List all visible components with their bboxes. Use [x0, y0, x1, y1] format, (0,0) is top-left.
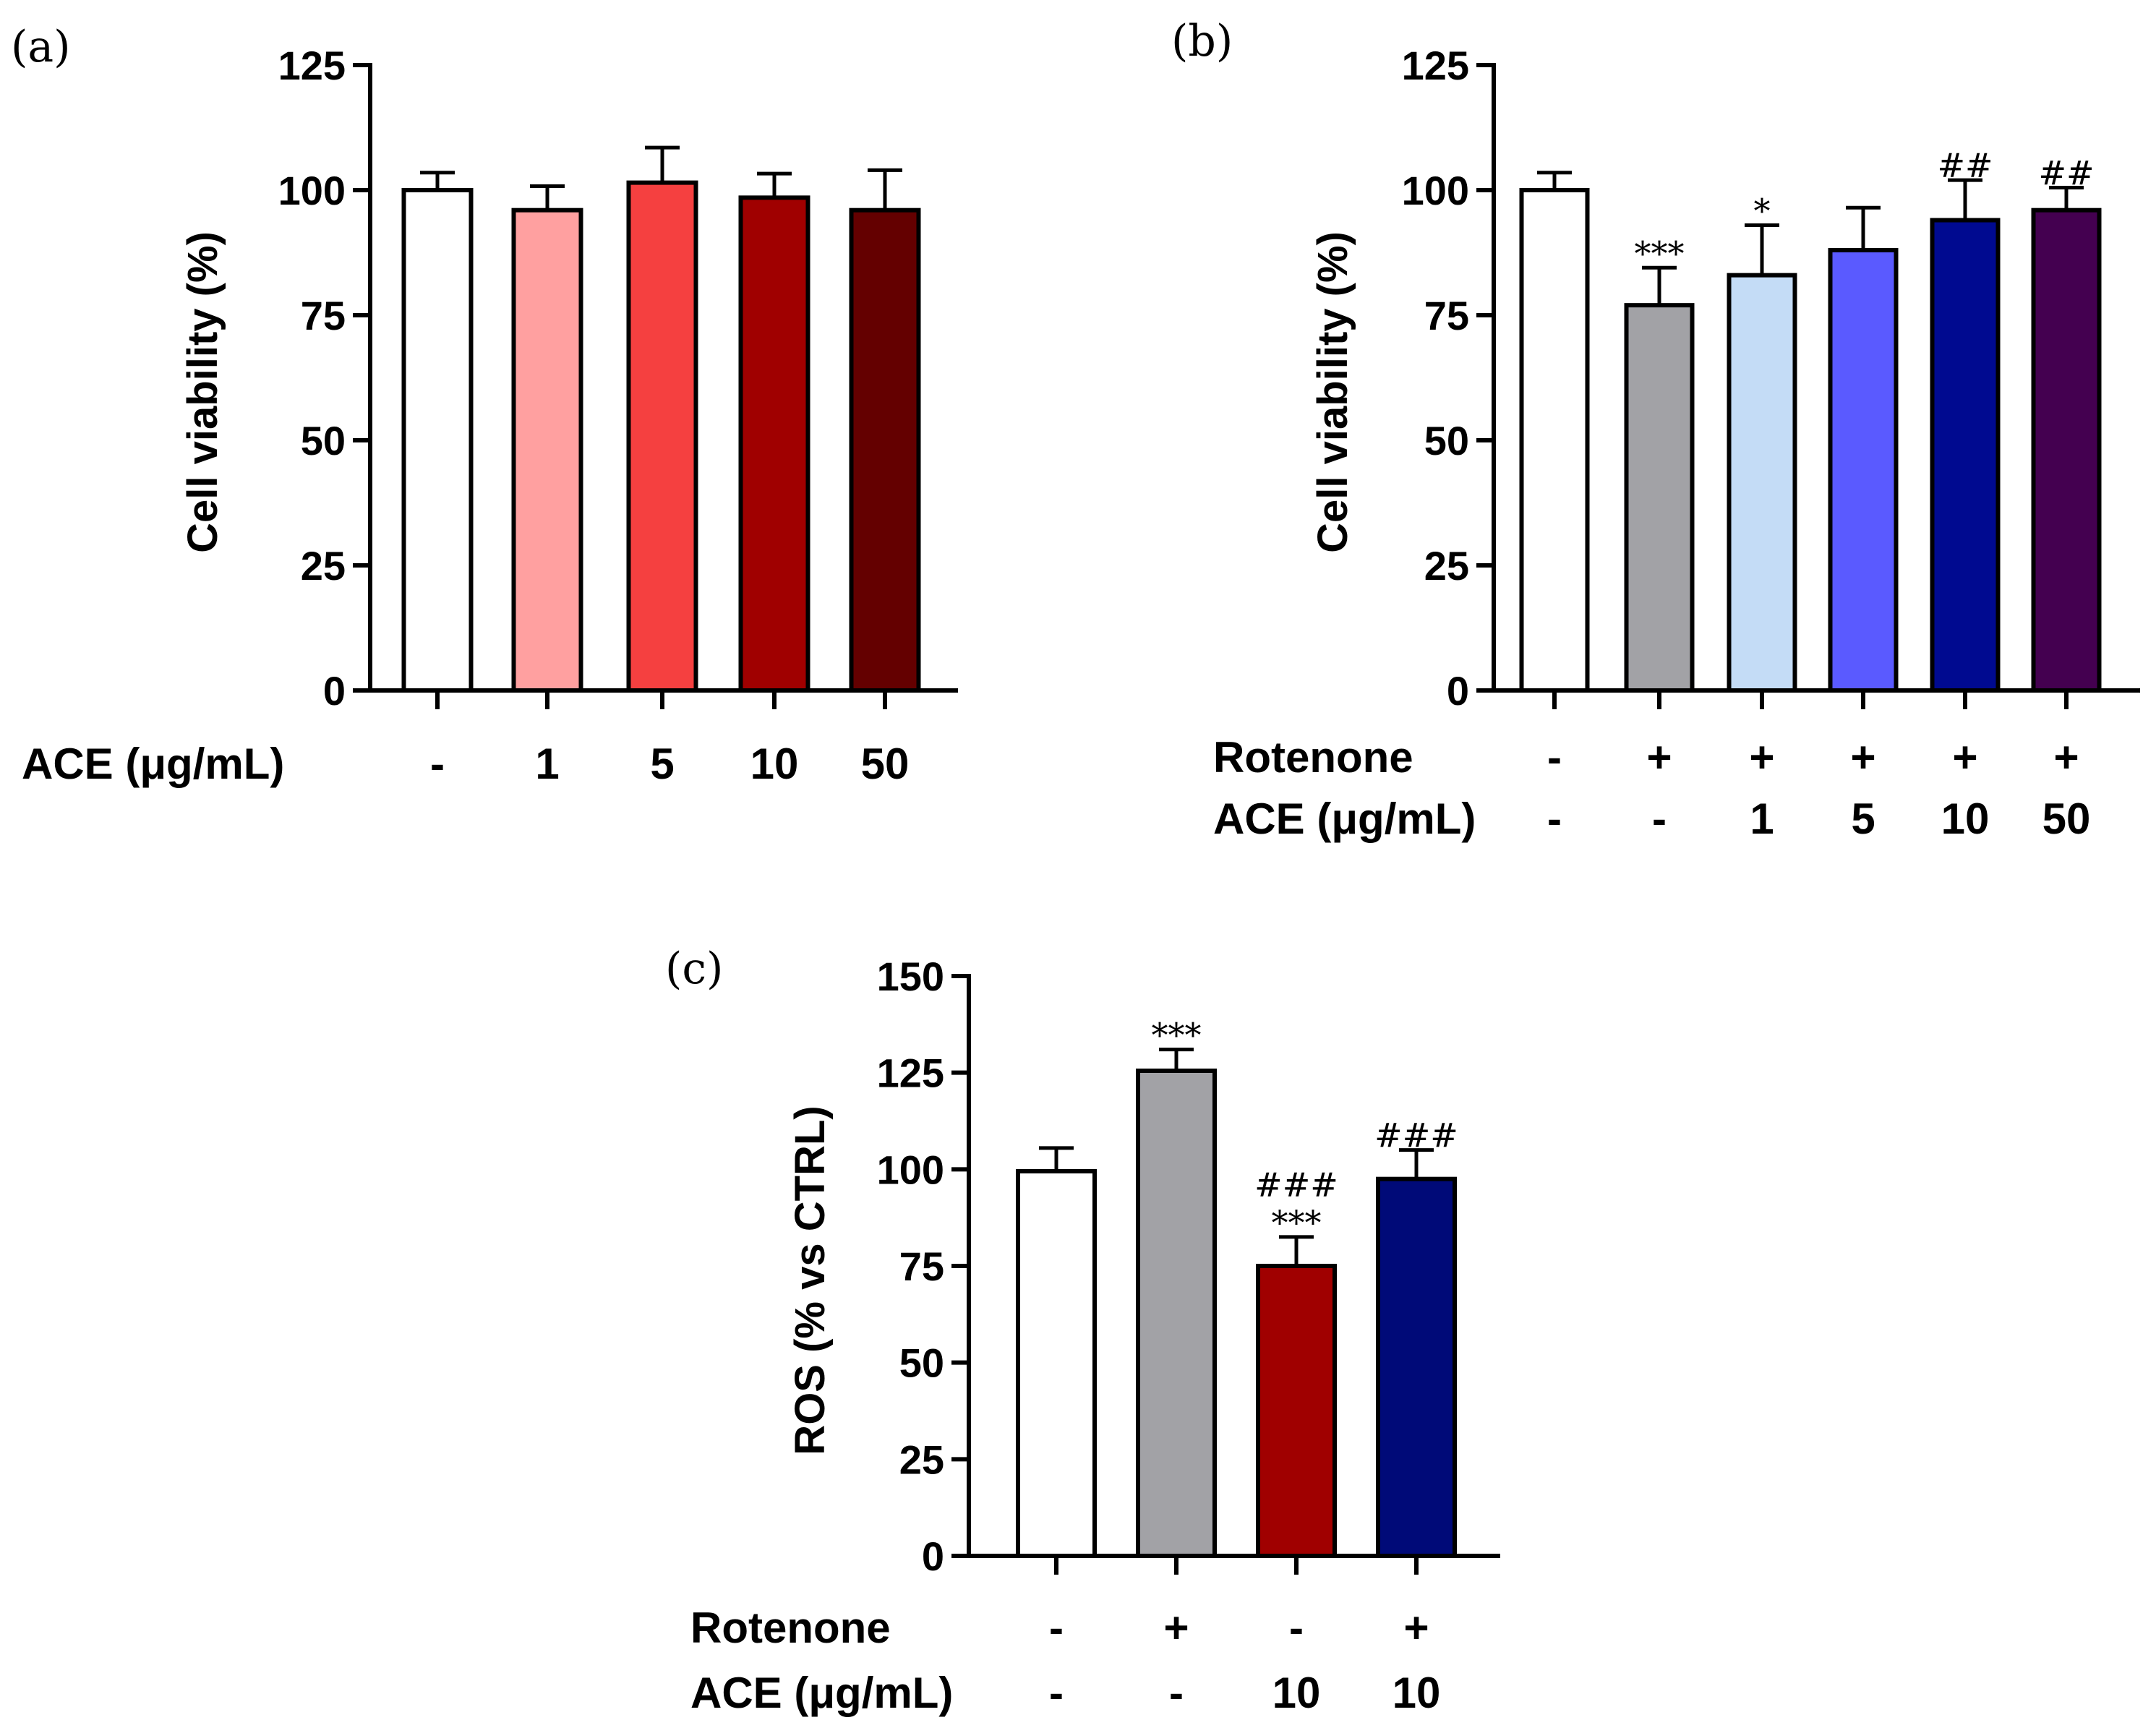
panel-letter: (b) [1171, 16, 1233, 67]
chart-panel-3: (c) 0 25 50 75 100 125 150 ROS (% vs CTRL) *** ***… [665, 943, 1500, 1717]
condition-label: + [1163, 1604, 1189, 1652]
y-tick-label: 100 [877, 1147, 944, 1192]
condition-label: + [2053, 733, 2079, 782]
y-tick-label: 75 [899, 1244, 944, 1289]
condition-label: 10 [750, 740, 799, 788]
condition-label: + [1646, 733, 1672, 782]
y-tick-label: 75 [301, 293, 346, 338]
condition-label: - [1547, 795, 1562, 843]
condition-label: + [1749, 733, 1774, 782]
condition-label: - [1169, 1669, 1184, 1717]
y-tick-label: 100 [278, 168, 346, 213]
y-tick-label: 75 [1424, 293, 1469, 338]
condition-label: - [1547, 733, 1562, 782]
condition-label: 50 [861, 740, 910, 788]
condition-label: - [1652, 795, 1667, 843]
significance-label: ### [1374, 1116, 1458, 1155]
significance-label: * [1754, 191, 1771, 230]
panel-letter: (c) [665, 943, 723, 994]
bar [1930, 218, 2001, 693]
bar [626, 180, 698, 693]
condition-label: - [1289, 1604, 1304, 1652]
bar [1519, 188, 1590, 693]
condition-label: - [1049, 1604, 1064, 1652]
bar [401, 188, 474, 693]
condition-label: 5 [650, 740, 674, 788]
condition-label: - [1049, 1669, 1064, 1717]
bar [1376, 1176, 1457, 1558]
y-tick-label: 100 [1402, 168, 1469, 213]
y-tick-label: 0 [1447, 668, 1469, 714]
bar [738, 195, 810, 693]
bar [1016, 1169, 1097, 1559]
row-label: ACE (μg/mL) [690, 1669, 953, 1717]
y-tick-label: 0 [323, 668, 346, 714]
y-tick-label: 150 [877, 954, 944, 999]
y-axis-title: Cell viability (%) [1309, 231, 1356, 553]
condition-label: 50 [2042, 795, 2091, 843]
y-tick-label: 50 [899, 1340, 944, 1386]
row-label: Rotenone [1213, 733, 1413, 782]
y-tick-label: 125 [1402, 43, 1469, 88]
y-tick-label: 25 [899, 1437, 944, 1482]
significance-label: ## [1937, 146, 1993, 185]
condition-label: 10 [1272, 1669, 1321, 1717]
significance-label: *** [1272, 1203, 1322, 1242]
bar [1136, 1068, 1217, 1558]
chart-panel-1: (a) 0 25 50 75 100 125 Cell viability (%) ACE (μ… [11, 22, 958, 788]
row-label: Rotenone [690, 1604, 891, 1652]
bar [1256, 1264, 1337, 1558]
significance-label: *** [1152, 1016, 1202, 1055]
y-axis-title: Cell viability (%) [179, 231, 226, 553]
condition-label: - [430, 740, 445, 788]
condition-label: + [1850, 733, 1875, 782]
significance-label: ### [1254, 1165, 1338, 1204]
row-label: ACE (μg/mL) [22, 740, 284, 788]
y-tick-label: 25 [301, 543, 346, 589]
bar [511, 207, 583, 693]
condition-label: 10 [1941, 795, 1990, 843]
bar [2031, 207, 2102, 693]
condition-label: + [1952, 733, 1977, 782]
bar [1828, 248, 1899, 693]
significance-label: ## [2038, 154, 2094, 193]
condition-label: 5 [1851, 795, 1875, 843]
y-tick-label: 25 [1424, 543, 1469, 589]
y-tick-label: 125 [877, 1051, 944, 1096]
condition-label: 1 [1750, 795, 1774, 843]
condition-label: + [1403, 1604, 1429, 1652]
bar [1727, 273, 1797, 693]
y-tick-label: 50 [301, 418, 346, 463]
condition-label: 1 [535, 740, 559, 788]
panel-letter: (a) [11, 22, 71, 72]
y-tick-label: 125 [278, 43, 346, 88]
y-tick-label: 0 [922, 1533, 944, 1579]
row-label: ACE (μg/mL) [1213, 795, 1476, 843]
y-axis-title: ROS (% vs CTRL) [787, 1105, 834, 1455]
y-tick-label: 50 [1424, 418, 1469, 463]
bar [1624, 303, 1695, 693]
significance-label: *** [1635, 234, 1685, 273]
condition-label: 10 [1393, 1669, 1441, 1717]
bar [849, 207, 921, 693]
